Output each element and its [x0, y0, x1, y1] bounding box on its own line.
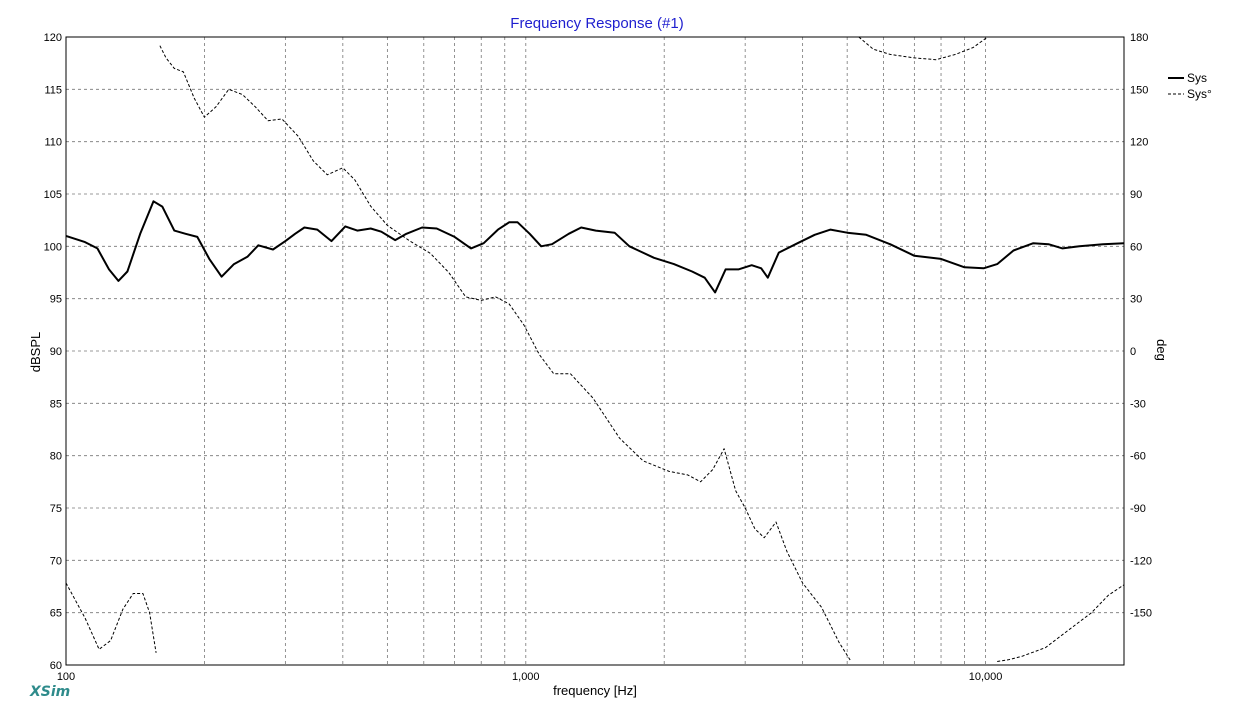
legend-entry: Sys: [1187, 71, 1207, 85]
y-tick-label: 85: [50, 398, 62, 410]
y-tick-label: 120: [44, 32, 62, 44]
series-layer: [65, 36, 1125, 662]
y2-axis-label: deg: [1154, 339, 1169, 361]
y2-tick-label: 0: [1130, 346, 1136, 358]
x-tick-label: 1,000: [512, 671, 540, 683]
y2-tick-label: 180: [1130, 32, 1148, 44]
y-tick-label: 80: [50, 451, 62, 463]
x-tick-label: 100: [57, 671, 75, 683]
y2-tick-label: -30: [1130, 398, 1146, 410]
y2-tick-label: 90: [1130, 189, 1142, 201]
y-tick-label: 70: [50, 555, 62, 567]
y2-tick-label: 120: [1130, 137, 1148, 149]
y2-tick-label: 60: [1130, 241, 1142, 253]
series-line-spl: [65, 200, 1125, 294]
y2-tick-label: -60: [1130, 451, 1146, 463]
y-tick-label: 65: [50, 608, 62, 620]
chart-title: Frequency Response (#1): [510, 15, 683, 32]
y-tick-label: 60: [50, 660, 62, 672]
y-tick-label: 95: [50, 294, 62, 306]
y2-tick-label: 30: [1130, 294, 1142, 306]
series-line-phase: [65, 36, 1125, 662]
y-tick-label: 90: [50, 346, 62, 358]
grid-lines: [66, 37, 1124, 665]
tick-labels: 60 65 70 75 80 85 90 95 100 105 110 115 120 -150 -120 -…: [44, 32, 1152, 683]
plot-frame: [65, 36, 1125, 666]
y2-tick-label: -120: [1130, 555, 1152, 567]
y-tick-label: 110: [44, 137, 62, 149]
x-tick-label: 10,000: [969, 671, 1003, 683]
y2-tick-label: -90: [1130, 503, 1146, 515]
y-tick-label: 75: [50, 503, 62, 515]
legend-entry: Sys°: [1187, 87, 1212, 101]
legend: Sys Sys°: [1168, 71, 1212, 101]
y-tick-label: 115: [44, 84, 62, 96]
x-axis-label: frequency [Hz]: [553, 683, 637, 698]
y-tick-label: 100: [44, 241, 62, 253]
y-axis-label: dBSPL: [28, 332, 43, 372]
y2-tick-label: 150: [1130, 84, 1148, 96]
y2-tick-label: -150: [1130, 608, 1152, 620]
xsim-brand-logo: XSim: [30, 684, 71, 700]
y-tick-label: 105: [44, 189, 62, 201]
